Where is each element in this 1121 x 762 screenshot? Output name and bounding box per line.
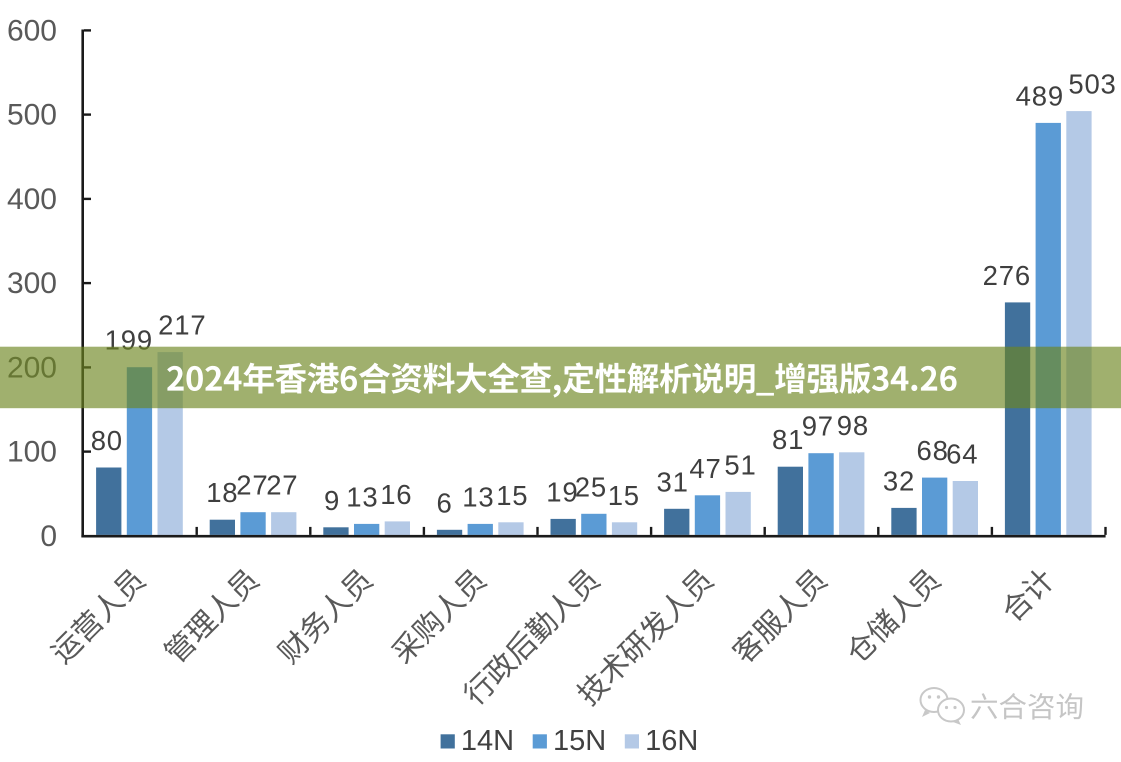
svg-text:15: 15 [608,480,640,511]
svg-text:32: 32 [883,465,915,496]
svg-text:18: 18 [206,477,238,508]
svg-text:27: 27 [266,470,298,501]
svg-text:600: 600 [7,14,57,47]
svg-text:64: 64 [946,439,978,470]
svg-text:300: 300 [7,267,57,300]
svg-text:14N: 14N [461,725,514,757]
svg-text:13: 13 [346,481,378,512]
svg-text:31: 31 [656,466,688,497]
svg-text:47: 47 [689,453,721,484]
svg-text:400: 400 [7,183,57,216]
svg-text:503: 503 [1068,69,1116,100]
svg-text:0: 0 [40,520,57,553]
svg-text:97: 97 [802,411,834,442]
svg-text:98: 98 [837,410,869,441]
svg-text:25: 25 [575,471,607,502]
svg-text:27: 27 [236,470,268,501]
svg-text:15N: 15N [553,725,606,757]
svg-text:19: 19 [546,476,578,507]
svg-text:68: 68 [916,435,948,466]
svg-text:16: 16 [380,479,412,510]
svg-text:217: 217 [158,310,206,341]
svg-text:81: 81 [772,424,804,455]
svg-text:13: 13 [462,481,494,512]
svg-text:80: 80 [91,425,123,456]
svg-text:51: 51 [724,449,756,480]
svg-text:100: 100 [7,436,57,469]
svg-text:15: 15 [496,480,528,511]
svg-text:6: 6 [436,487,452,518]
svg-text:276: 276 [983,260,1031,291]
svg-text:489: 489 [1016,80,1064,111]
svg-text:16N: 16N [645,725,698,757]
svg-text:9: 9 [324,485,340,516]
svg-text:500: 500 [7,99,57,132]
